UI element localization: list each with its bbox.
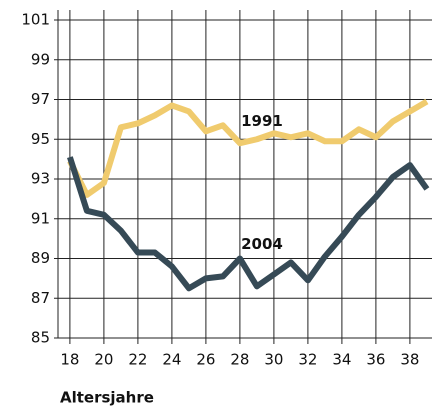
y-tick-label: 97 — [31, 90, 50, 108]
series-line — [67, 156, 430, 292]
y-tick-label: 87 — [31, 289, 50, 307]
x-tick-label: 24 — [162, 351, 181, 369]
x-tick-label: 30 — [264, 351, 283, 369]
x-tick-label: 38 — [400, 351, 419, 369]
x-tick-label: 32 — [298, 351, 317, 369]
x-tick-label: 22 — [128, 351, 147, 369]
x-tick-label: 18 — [60, 351, 79, 369]
series-label: 2004 — [241, 235, 283, 253]
y-tick-label: 91 — [31, 209, 50, 227]
x-tick-label: 20 — [94, 351, 113, 369]
x-tick-label: 34 — [332, 351, 351, 369]
x-tick-label: 26 — [196, 351, 215, 369]
y-tick-label: 93 — [31, 170, 50, 188]
y-tick-label: 99 — [31, 50, 50, 68]
y-tick-label: 101 — [21, 11, 50, 29]
x-axis-label: Altersjahre — [60, 389, 154, 407]
y-tick-label: 89 — [31, 249, 50, 267]
series-label: 1991 — [241, 112, 283, 130]
series-line — [67, 98, 429, 198]
y-tick-label: 85 — [31, 329, 50, 347]
x-tick-label: 28 — [230, 351, 249, 369]
y-tick-label: 95 — [31, 130, 50, 148]
x-tick-label: 36 — [366, 351, 385, 369]
